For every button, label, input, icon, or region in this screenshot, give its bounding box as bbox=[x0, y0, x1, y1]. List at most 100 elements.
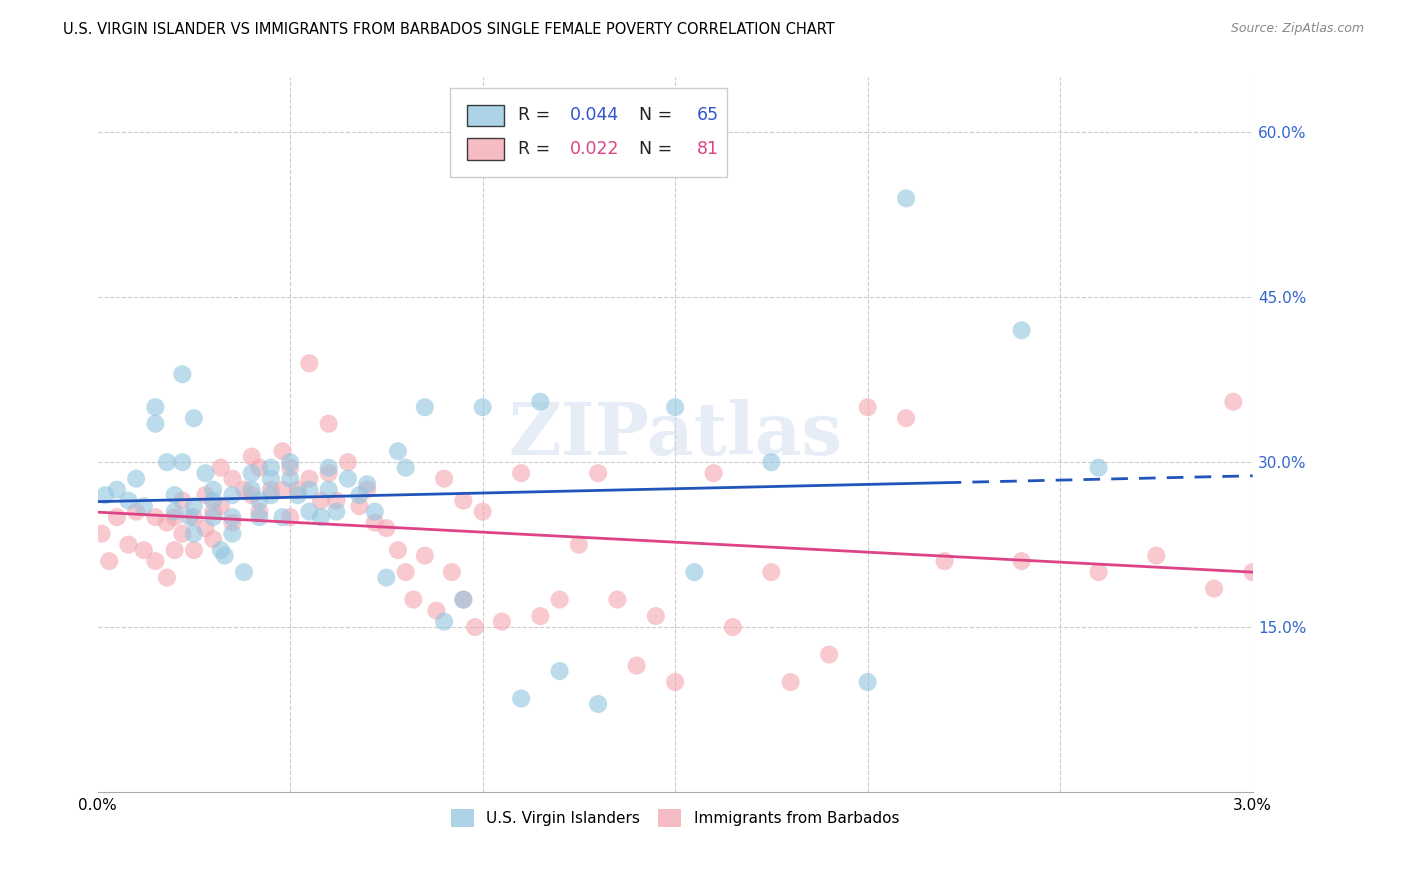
Point bbox=[721, 620, 744, 634]
Point bbox=[105, 483, 128, 497]
Point bbox=[194, 521, 217, 535]
Point bbox=[287, 488, 309, 502]
Point bbox=[433, 472, 456, 486]
Point bbox=[163, 488, 186, 502]
Point bbox=[453, 592, 475, 607]
Point bbox=[247, 493, 270, 508]
FancyBboxPatch shape bbox=[467, 104, 505, 126]
Point bbox=[183, 499, 205, 513]
Point bbox=[325, 493, 347, 508]
Text: N =: N = bbox=[627, 140, 678, 158]
Point bbox=[247, 505, 270, 519]
Point bbox=[318, 466, 340, 480]
Point bbox=[1087, 460, 1109, 475]
Point bbox=[818, 648, 841, 662]
Point bbox=[626, 658, 648, 673]
Point bbox=[209, 460, 232, 475]
Point bbox=[510, 466, 533, 480]
Point bbox=[1204, 582, 1226, 596]
Point bbox=[240, 488, 263, 502]
Point bbox=[271, 483, 294, 497]
Point bbox=[1011, 554, 1033, 568]
Point bbox=[413, 549, 436, 563]
Point bbox=[156, 571, 179, 585]
Point bbox=[1222, 394, 1244, 409]
Text: 65: 65 bbox=[697, 106, 720, 124]
Point bbox=[221, 488, 243, 502]
Point bbox=[145, 510, 167, 524]
Point bbox=[1011, 323, 1033, 337]
Point bbox=[510, 691, 533, 706]
Point bbox=[1144, 549, 1167, 563]
Point bbox=[318, 460, 340, 475]
Point bbox=[644, 609, 666, 624]
Point bbox=[209, 543, 232, 558]
Point bbox=[271, 510, 294, 524]
Point bbox=[221, 510, 243, 524]
Text: N =: N = bbox=[627, 106, 678, 124]
Point bbox=[856, 401, 879, 415]
Text: 81: 81 bbox=[697, 140, 718, 158]
Point bbox=[529, 394, 551, 409]
Point bbox=[387, 543, 409, 558]
Point bbox=[433, 615, 456, 629]
Point bbox=[413, 401, 436, 415]
Point bbox=[278, 455, 301, 469]
Point bbox=[247, 510, 270, 524]
Point bbox=[240, 466, 263, 480]
Point bbox=[271, 444, 294, 458]
Point bbox=[214, 549, 236, 563]
Point bbox=[894, 191, 917, 205]
Point bbox=[356, 477, 378, 491]
Point bbox=[172, 493, 194, 508]
Point bbox=[664, 401, 686, 415]
Point bbox=[156, 516, 179, 530]
Text: Source: ZipAtlas.com: Source: ZipAtlas.com bbox=[1230, 22, 1364, 36]
FancyBboxPatch shape bbox=[450, 88, 727, 178]
Point bbox=[145, 554, 167, 568]
Point bbox=[260, 460, 283, 475]
Point bbox=[779, 675, 801, 690]
Point bbox=[221, 472, 243, 486]
Point bbox=[163, 543, 186, 558]
Point bbox=[349, 488, 371, 502]
Point bbox=[145, 401, 167, 415]
Text: R =: R = bbox=[517, 140, 555, 158]
Point bbox=[318, 483, 340, 497]
Point bbox=[394, 460, 416, 475]
Point bbox=[156, 455, 179, 469]
Point bbox=[183, 510, 205, 524]
Point bbox=[664, 675, 686, 690]
Legend: U.S. Virgin Islanders, Immigrants from Barbados: U.S. Virgin Islanders, Immigrants from B… bbox=[443, 801, 907, 834]
Point bbox=[491, 615, 513, 629]
Point bbox=[202, 510, 225, 524]
Point bbox=[298, 483, 321, 497]
Point bbox=[394, 565, 416, 579]
Point bbox=[202, 483, 225, 497]
Point bbox=[202, 505, 225, 519]
Point bbox=[117, 493, 139, 508]
Point bbox=[209, 499, 232, 513]
Point bbox=[247, 460, 270, 475]
Point bbox=[278, 460, 301, 475]
Point bbox=[761, 565, 783, 579]
Text: 0.022: 0.022 bbox=[569, 140, 620, 158]
Point bbox=[349, 499, 371, 513]
Point bbox=[464, 620, 486, 634]
Point bbox=[172, 526, 194, 541]
Point bbox=[145, 417, 167, 431]
Point bbox=[548, 592, 571, 607]
Point bbox=[125, 472, 148, 486]
Point bbox=[163, 505, 186, 519]
Point bbox=[132, 543, 155, 558]
Point bbox=[586, 697, 609, 711]
Point bbox=[221, 526, 243, 541]
Point bbox=[240, 483, 263, 497]
Point bbox=[240, 450, 263, 464]
Point bbox=[356, 483, 378, 497]
Point bbox=[683, 565, 706, 579]
Text: 0.044: 0.044 bbox=[569, 106, 619, 124]
Point bbox=[94, 488, 117, 502]
Point bbox=[471, 401, 494, 415]
Point bbox=[183, 411, 205, 425]
